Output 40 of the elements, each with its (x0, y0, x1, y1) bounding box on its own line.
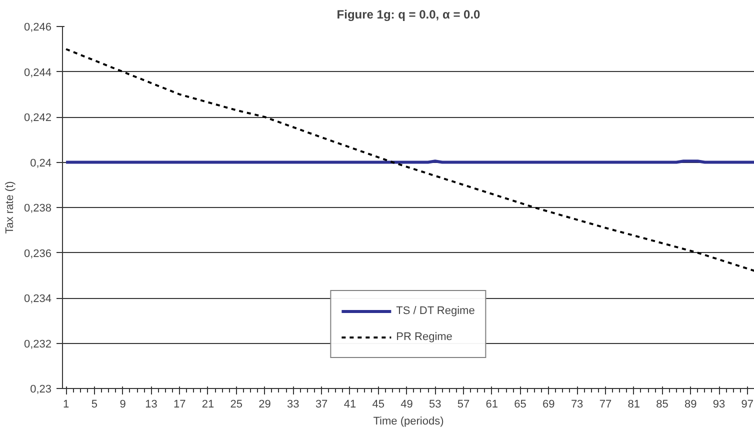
y-tick-label: 0,246 (24, 22, 52, 34)
x-tick-label: 17 (173, 398, 186, 410)
x-tick-label: 33 (287, 398, 300, 410)
x-tick-label: 57 (457, 398, 470, 410)
legend-label: PR Regime (396, 331, 452, 343)
y-tick-label: 0,242 (24, 112, 52, 124)
x-tick-label: 45 (372, 398, 384, 410)
x-tick-label: 89 (684, 398, 697, 410)
x-tick-label: 61 (486, 398, 498, 410)
x-tick-label: 1 (62, 398, 70, 410)
x-tick-label: 53 (429, 398, 442, 410)
x-tick-label: 9 (120, 398, 126, 410)
x-tick-label: 85 (656, 398, 668, 410)
y-tick-label: 0,23 (30, 384, 52, 396)
x-tick-label: 29 (258, 398, 271, 410)
legend-label: TS / DT Regime (396, 305, 475, 317)
x-tick-label: 93 (712, 398, 726, 410)
y-tick-label: 0,232 (24, 338, 52, 350)
x-tick-label: 25 (230, 398, 243, 410)
x-tick-label: 81 (628, 398, 640, 410)
x-tick-label: 97 (741, 398, 754, 410)
y-tick-label: 0,244 (24, 66, 52, 79)
x-tick-label: 65 (514, 398, 526, 410)
x-tick-label: 5 (91, 398, 98, 410)
line-series (65, 48, 754, 272)
y-tick-label: 0,234 (24, 293, 52, 305)
x-tick-label: 69 (542, 398, 555, 410)
y-tick-label: 0,238 (24, 202, 52, 214)
y-axis-title: Tax rate (t) (4, 181, 16, 234)
x-tick-label: 73 (570, 398, 584, 410)
y-tick-label: 0,24 (30, 157, 52, 170)
x-tick-label: 21 (202, 398, 214, 410)
y-tick-label: 0,236 (24, 248, 52, 260)
x-axis-title: Time (periods) (373, 416, 444, 428)
x-tick-label: 37 (315, 398, 328, 410)
x-tick-label: 77 (599, 398, 612, 410)
chart-title: Figure 1g: q = 0.0, α = 0.0 (336, 8, 481, 22)
x-tick-label: 13 (145, 398, 158, 410)
x-tick-label: 41 (344, 398, 356, 410)
x-tick-label: 49 (400, 398, 413, 410)
